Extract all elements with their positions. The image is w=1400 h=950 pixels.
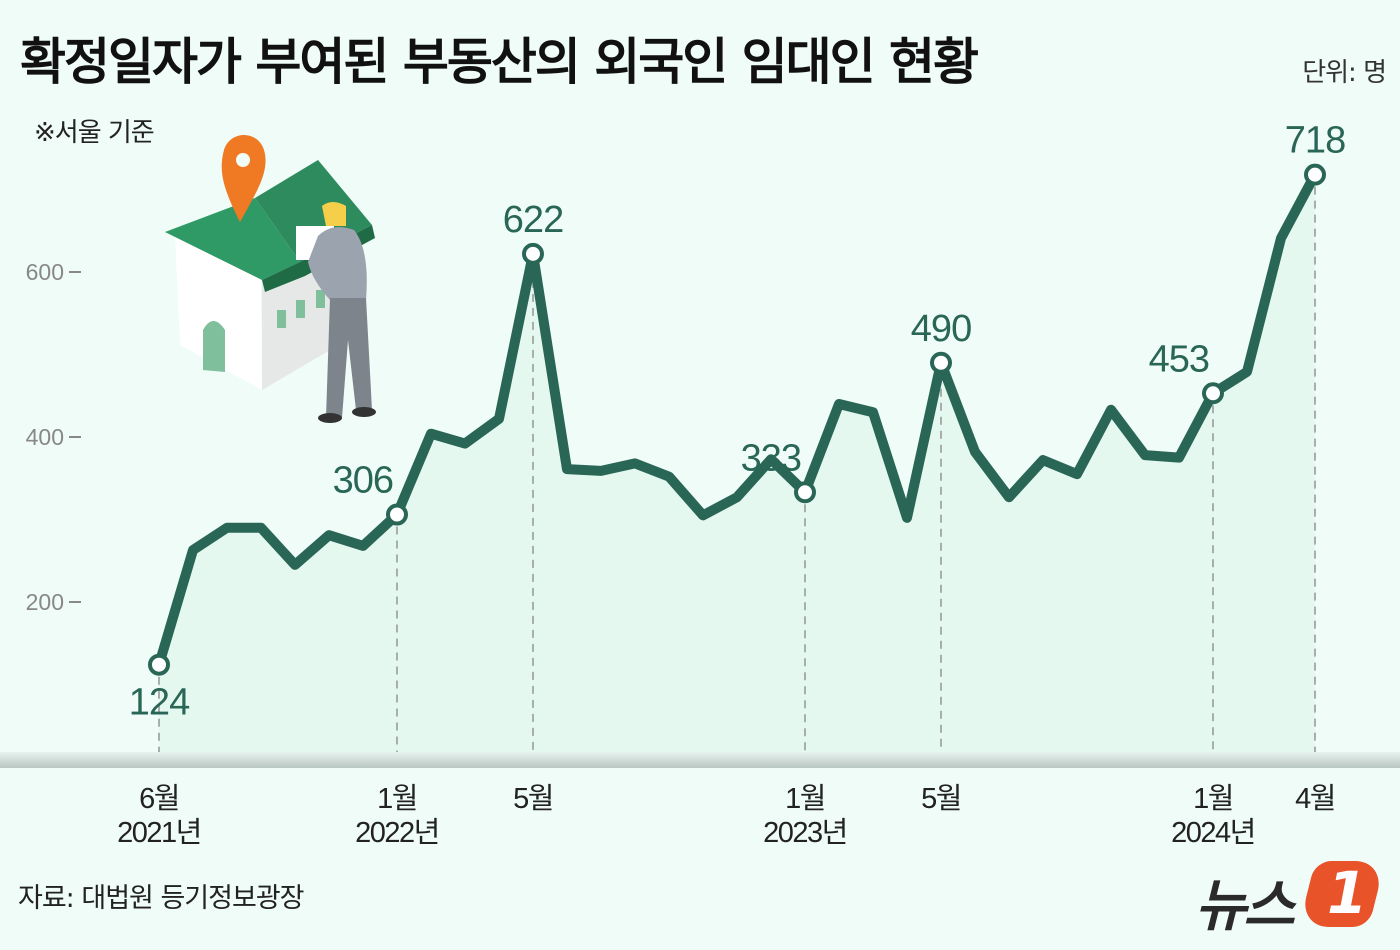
data-point-marker: [148, 653, 170, 676]
line-area-fill: [159, 174, 1315, 752]
y-tick-label: 600: [26, 259, 64, 285]
x-year-label: 2023년: [763, 817, 847, 849]
x-axis-band: [0, 752, 1400, 768]
chart-title: 확정일자가 부여된 부동산의 외국인 임대인 현황: [20, 33, 979, 91]
location-pin-icon: [221, 135, 266, 222]
data-point-marker: [1202, 382, 1224, 405]
data-value-label: 622: [503, 199, 563, 241]
y-tick-label: 200: [26, 589, 64, 615]
y-tick-label: 400: [26, 424, 64, 450]
data-markers: 124 306 622 333 490 453 718: [129, 120, 1346, 724]
x-month-label: 5월: [513, 782, 553, 815]
x-year-label: 2024년: [1171, 817, 1255, 849]
data-line: [154, 169, 1320, 670]
data-point-marker: [522, 242, 544, 265]
data-value-label: 333: [741, 437, 801, 479]
source-note: 자료: 대법원 등기정보광장: [18, 883, 305, 914]
data-point-marker: [1304, 163, 1326, 186]
logo-wordmark: 뉴스: [1195, 874, 1295, 939]
news1-logo: 뉴스 1: [1195, 855, 1390, 939]
data-point-marker: [930, 351, 952, 374]
x-month-label: 1월: [1193, 782, 1233, 815]
data-point-marker: [386, 503, 408, 526]
x-month-label: 5월: [921, 782, 961, 815]
x-month-label: 1월: [785, 782, 825, 815]
x-year-label: 2022년: [355, 817, 439, 849]
y-axis-ticks: 200 400 600: [26, 259, 81, 615]
logo-number: 1: [1327, 859, 1368, 927]
data-value-label: 306: [333, 460, 393, 502]
data-point-marker: [794, 481, 816, 504]
unit-label: 단위: 명: [1302, 58, 1387, 88]
data-value-label: 453: [1149, 338, 1209, 380]
x-month-label: 1월: [377, 782, 417, 815]
data-value-label: 124: [129, 682, 190, 724]
x-year-label: 2021년: [117, 817, 201, 849]
house-illustration: [165, 135, 376, 423]
person-figure: [296, 202, 376, 423]
chart-subtitle-note: ※서울 기준: [34, 118, 155, 148]
data-value-label: 718: [1285, 120, 1345, 162]
x-month-label: 4월: [1295, 782, 1335, 815]
data-value-label: 490: [911, 308, 971, 350]
x-month-label: 6월: [139, 782, 179, 815]
